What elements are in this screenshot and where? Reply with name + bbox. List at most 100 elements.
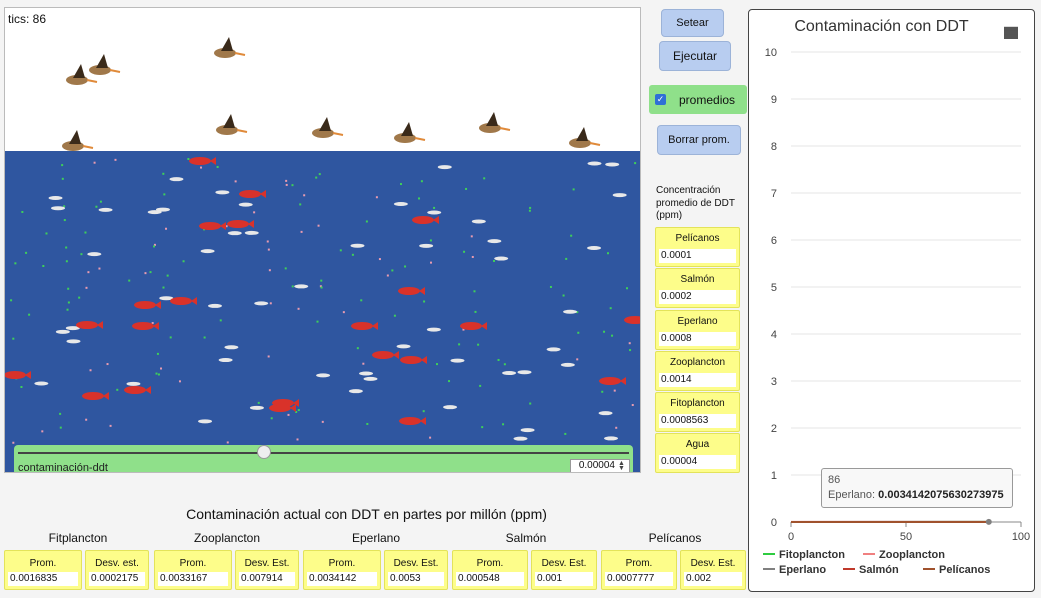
- plankton-dot: [61, 164, 64, 167]
- slider-value-input[interactable]: 0.00004: [570, 459, 630, 472]
- salmon-tail-icon: [290, 404, 296, 412]
- y-tick-label: 8: [771, 141, 777, 153]
- ejecutar-button[interactable]: Ejecutar: [659, 41, 731, 71]
- plankton-dot: [528, 209, 531, 212]
- plankton-dot: [611, 334, 614, 337]
- eperlano-fish-icon: [612, 193, 627, 198]
- bottom-title: Contaminación actual con DDT en partes p…: [186, 506, 547, 522]
- monitor-value: 0.000548: [456, 572, 524, 586]
- plankton-dot: [423, 300, 426, 303]
- slider-track[interactable]: [18, 452, 629, 454]
- eperlano-fish-icon: [437, 165, 452, 170]
- pelican-beak-icon: [499, 127, 511, 131]
- pelican-beak-icon: [414, 137, 426, 141]
- y-tick-label: 1: [771, 470, 777, 482]
- plankton-dot: [65, 260, 68, 263]
- eperlano-fish-icon: [215, 190, 230, 195]
- plankton-dot: [291, 285, 294, 288]
- y-tick-label: 6: [771, 235, 777, 247]
- salmon-tail-icon: [481, 322, 487, 330]
- plankton-dot: [319, 285, 322, 288]
- plankton-dot: [266, 240, 269, 243]
- salmon-tail-icon: [293, 399, 299, 407]
- hamburger-menu-icon[interactable]: ▬ ▬ ▬: [1004, 18, 1018, 42]
- checkbox-checked-icon[interactable]: ✓: [655, 94, 666, 105]
- plankton-dot: [20, 385, 23, 388]
- plankton-dot: [63, 205, 66, 208]
- plankton-dot: [287, 413, 290, 416]
- slider-thumb[interactable]: [256, 445, 271, 459]
- plankton-dot: [615, 426, 618, 429]
- spinner-arrows-icon[interactable]: ▲ ▼: [618, 460, 625, 472]
- x-tick-label: 0: [788, 531, 794, 543]
- monitor-label: Zooplancton: [669, 357, 726, 368]
- y-tick-label: 5: [771, 282, 777, 294]
- monitor-eperlano: Eperlano 0.0008: [655, 310, 740, 350]
- plankton-dot: [14, 262, 17, 265]
- eperlano-fish-icon: [560, 362, 575, 367]
- plankton-dot: [458, 343, 461, 346]
- world-view[interactable]: tics: 86 contaminación-ddt 0.00004 ▲ ▼: [4, 7, 641, 473]
- salmon-tail-icon: [191, 297, 197, 305]
- salmon-fish-icon: [239, 190, 261, 198]
- salmon-fish-icon: [372, 351, 394, 359]
- plankton-dot: [42, 265, 45, 268]
- plankton-dot: [66, 308, 69, 311]
- plankton-dot: [549, 285, 552, 288]
- plankton-dot: [429, 261, 432, 264]
- plankton-dot: [87, 271, 90, 274]
- monitor-label: Fitoplancton: [670, 398, 725, 409]
- y-tick-label: 9: [771, 94, 777, 106]
- plankton-dot: [433, 206, 436, 209]
- salmon-tail-icon: [248, 220, 254, 228]
- plankton-dot: [187, 158, 190, 161]
- promedios-label: promedios: [679, 93, 736, 107]
- plankton-dot: [465, 187, 468, 190]
- eperlano-fish-icon: [87, 252, 102, 257]
- plankton-dot: [473, 290, 476, 293]
- plankton-dot: [163, 193, 166, 196]
- hover-point: [985, 518, 992, 525]
- eperlano-fish-icon: [238, 202, 253, 207]
- plankton-dot: [12, 441, 15, 444]
- plankton-dot: [375, 196, 378, 199]
- eperlano-fish-icon: [471, 219, 486, 224]
- group-name: Eperlano: [351, 531, 401, 545]
- plankton-dot: [28, 313, 31, 316]
- contaminacion-ddt-slider[interactable]: contaminación-ddt 0.00004 ▲ ▼: [14, 445, 633, 472]
- y-tick-label: 0: [771, 517, 777, 529]
- salmon-tail-icon: [97, 321, 103, 329]
- eperlano-fish-icon: [502, 371, 517, 376]
- pelican-beak-icon: [82, 145, 94, 149]
- plankton-dot: [151, 322, 154, 325]
- monitor-value: 0.0016835: [8, 572, 78, 586]
- plankton-dot: [219, 319, 222, 322]
- plankton-dot: [321, 420, 324, 423]
- plankton-dot: [318, 173, 321, 176]
- monitor-label: Desv. Est.: [393, 558, 439, 569]
- plankton-dot: [285, 179, 288, 182]
- setear-button[interactable]: Setear: [661, 9, 724, 37]
- plankton-dot: [149, 271, 152, 274]
- plankton-dot: [631, 404, 634, 407]
- plankton-dot: [418, 197, 421, 200]
- monitor-label: Prom.: [29, 558, 57, 569]
- group-name: Salmón: [505, 531, 547, 545]
- eperlano-fish-icon: [169, 177, 184, 182]
- eperlano-fish-icon: [605, 162, 620, 167]
- pelican-beak-icon: [589, 142, 601, 146]
- plankton-dot: [378, 258, 381, 261]
- monitor-value: 0.0008563: [659, 414, 736, 428]
- plankton-dot: [85, 418, 88, 421]
- plankton-dot: [296, 438, 299, 441]
- plankton-dot: [339, 249, 342, 252]
- plankton-dot: [626, 287, 629, 290]
- promedios-switch[interactable]: ✓ promedios: [649, 85, 747, 114]
- borrar-promedios-button[interactable]: Borrar prom.: [657, 125, 741, 155]
- monitor-value: 0.002: [684, 572, 742, 586]
- eperlano-fish-icon: [218, 358, 233, 363]
- plankton-dot: [404, 265, 407, 268]
- plankton-dot: [435, 363, 438, 366]
- plankton-dot: [356, 347, 359, 350]
- plankton-dot: [162, 286, 165, 289]
